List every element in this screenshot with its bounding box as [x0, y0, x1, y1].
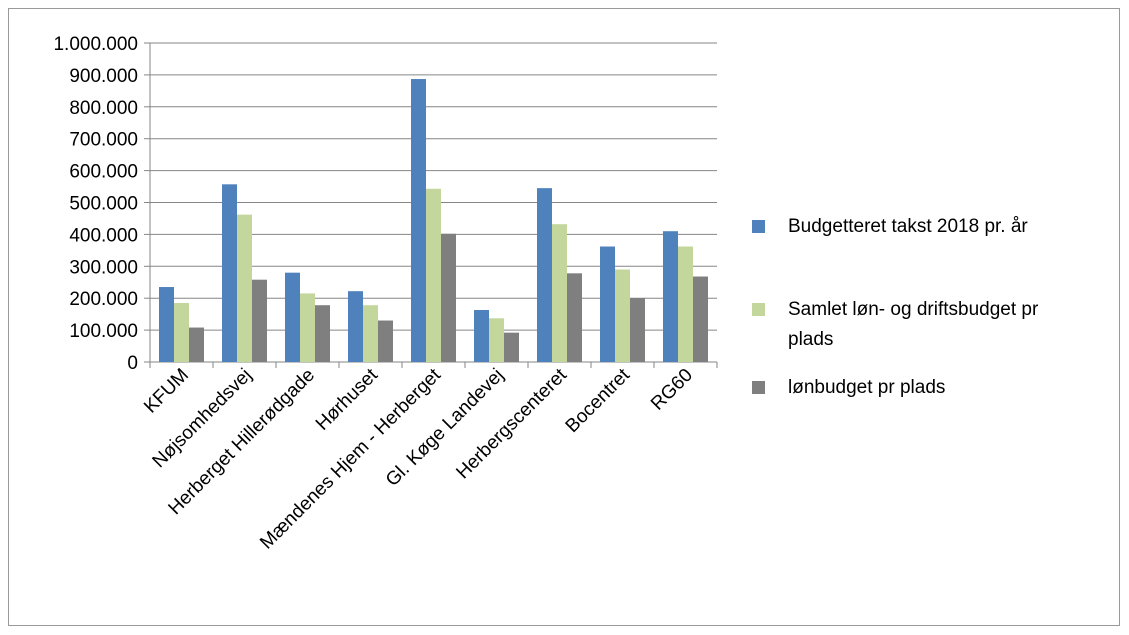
bar	[693, 276, 708, 362]
bar	[222, 184, 237, 362]
bar	[552, 224, 567, 362]
y-tick-label: 1.000.000	[53, 34, 138, 55]
y-tick-label: 300.000	[69, 257, 138, 278]
bar	[426, 188, 441, 362]
y-tick-label: 100.000	[69, 321, 138, 342]
bar	[663, 231, 678, 362]
bar	[474, 310, 489, 362]
bar	[300, 293, 315, 362]
bar	[285, 272, 300, 362]
legend-label: Budgetteret takst 2018 pr. år	[788, 216, 1028, 237]
y-tick-label: 500.000	[69, 194, 138, 215]
bar	[489, 318, 504, 362]
legend-label: lønbudget pr plads	[788, 377, 945, 398]
legend-swatch	[752, 220, 765, 233]
bar	[189, 327, 204, 362]
legend-swatch	[752, 381, 765, 394]
bar	[348, 291, 363, 362]
x-tick-label: Gl. Køge Landevej	[382, 365, 508, 491]
bar	[567, 273, 582, 362]
bar	[159, 287, 174, 362]
y-tick-label: 900.000	[69, 66, 138, 87]
bar	[504, 332, 519, 362]
bar	[237, 214, 252, 362]
y-tick-label: 200.000	[69, 289, 138, 310]
bar	[678, 246, 693, 362]
bar	[537, 188, 552, 362]
x-tick-label: Herbergscenteret	[452, 364, 571, 483]
bar	[615, 269, 630, 362]
bar	[363, 305, 378, 362]
bar	[441, 233, 456, 362]
x-tick-label: Bocentret	[562, 364, 635, 437]
bar	[174, 302, 189, 362]
bar	[378, 320, 393, 362]
bar	[411, 79, 426, 362]
legend-swatch	[752, 303, 765, 316]
y-tick-label: 800.000	[69, 98, 138, 119]
x-tick-label: KFUM	[140, 365, 193, 418]
y-tick-label: 0	[127, 353, 138, 374]
bar	[315, 305, 330, 362]
x-tick-label: RG60	[647, 365, 697, 415]
legend-label: Samlet løn- og driftsbudget pr plads	[788, 299, 1039, 350]
y-tick-label: 400.000	[69, 225, 138, 246]
y-tick-label: 700.000	[69, 130, 138, 151]
y-tick-label: 600.000	[69, 162, 138, 183]
bar	[252, 279, 267, 362]
bar	[600, 246, 615, 362]
bar	[630, 298, 645, 362]
